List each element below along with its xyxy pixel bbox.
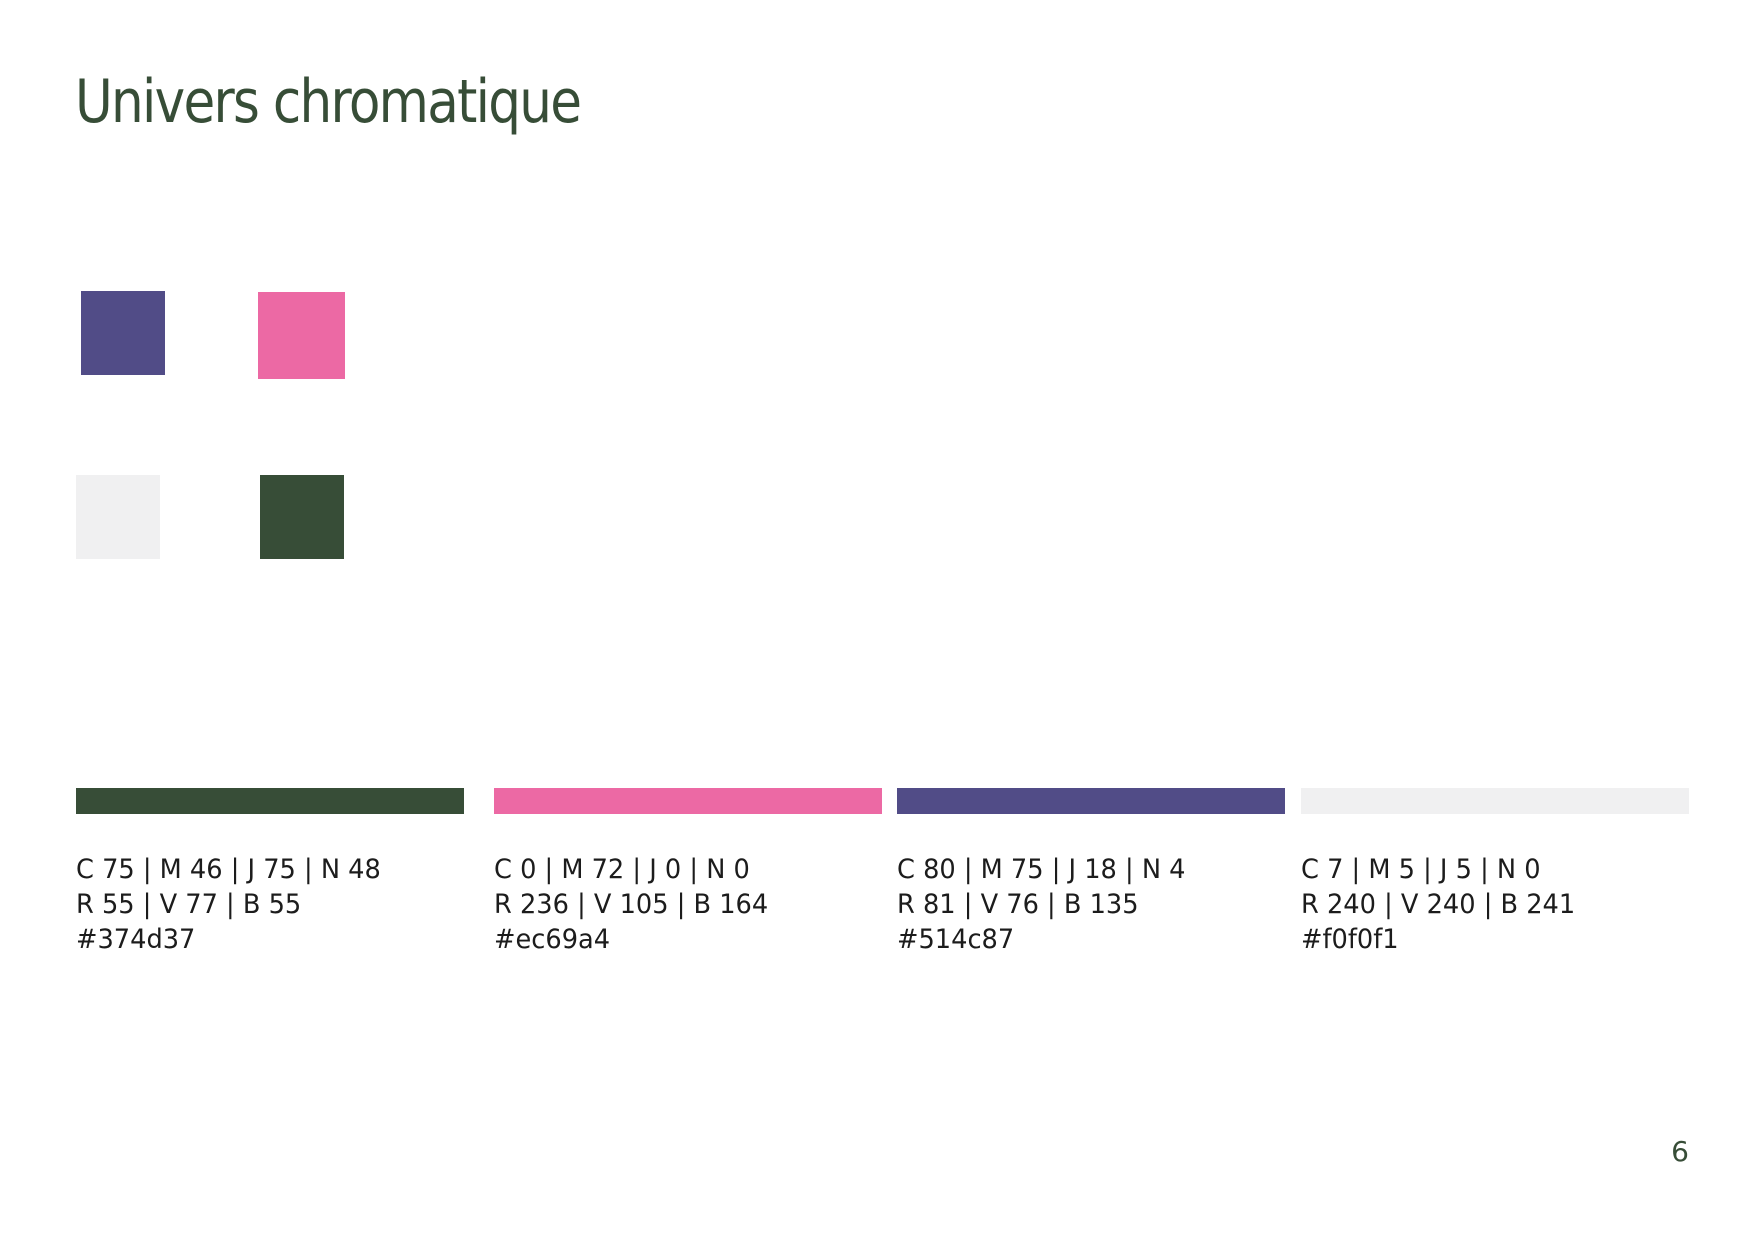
swatch-bar	[897, 788, 1285, 814]
hex-value: #f0f0f1	[1301, 924, 1399, 955]
pink-color-square	[258, 292, 345, 379]
swatch-bar	[494, 788, 882, 814]
purple-color-square	[81, 291, 165, 375]
light-grey-color-square	[76, 475, 160, 559]
rgb-value: R 81 | V 76 | B 135	[897, 889, 1139, 920]
rgb-value: R 240 | V 240 | B 241	[1301, 889, 1576, 920]
swatch-dark-green: C 75 | M 46 | J 75 | N 48 R 55 | V 77 | …	[76, 788, 464, 957]
hex-value: #374d37	[76, 924, 196, 955]
rgb-value: R 55 | V 77 | B 55	[76, 889, 302, 920]
cmyk-value: C 80 | M 75 | J 18 | N 4	[897, 854, 1186, 885]
dark-green-color-square	[260, 475, 344, 559]
cmyk-value: C 0 | M 72 | J 0 | N 0	[494, 854, 750, 885]
swatch-pink: C 0 | M 72 | J 0 | N 0 R 236 | V 105 | B…	[494, 788, 882, 957]
rgb-value: R 236 | V 105 | B 164	[494, 889, 769, 920]
cmyk-value: C 75 | M 46 | J 75 | N 48	[76, 854, 381, 885]
page-title: Univers chromatique	[75, 67, 582, 137]
swatch-values: C 75 | M 46 | J 75 | N 48 R 55 | V 77 | …	[76, 852, 464, 957]
swatch-bar	[1301, 788, 1689, 814]
swatch-light-grey: C 7 | M 5 | J 5 | N 0 R 240 | V 240 | B …	[1301, 788, 1689, 957]
hex-value: #ec69a4	[494, 924, 611, 955]
swatch-purple: C 80 | M 75 | J 18 | N 4 R 81 | V 76 | B…	[897, 788, 1285, 957]
swatch-bar	[76, 788, 464, 814]
page-number: 6	[1671, 1135, 1689, 1168]
swatch-values: C 7 | M 5 | J 5 | N 0 R 240 | V 240 | B …	[1301, 852, 1689, 957]
hex-value: #514c87	[897, 924, 1015, 955]
cmyk-value: C 7 | M 5 | J 5 | N 0	[1301, 854, 1541, 885]
swatch-values: C 80 | M 75 | J 18 | N 4 R 81 | V 76 | B…	[897, 852, 1285, 957]
swatch-values: C 0 | M 72 | J 0 | N 0 R 236 | V 105 | B…	[494, 852, 882, 957]
